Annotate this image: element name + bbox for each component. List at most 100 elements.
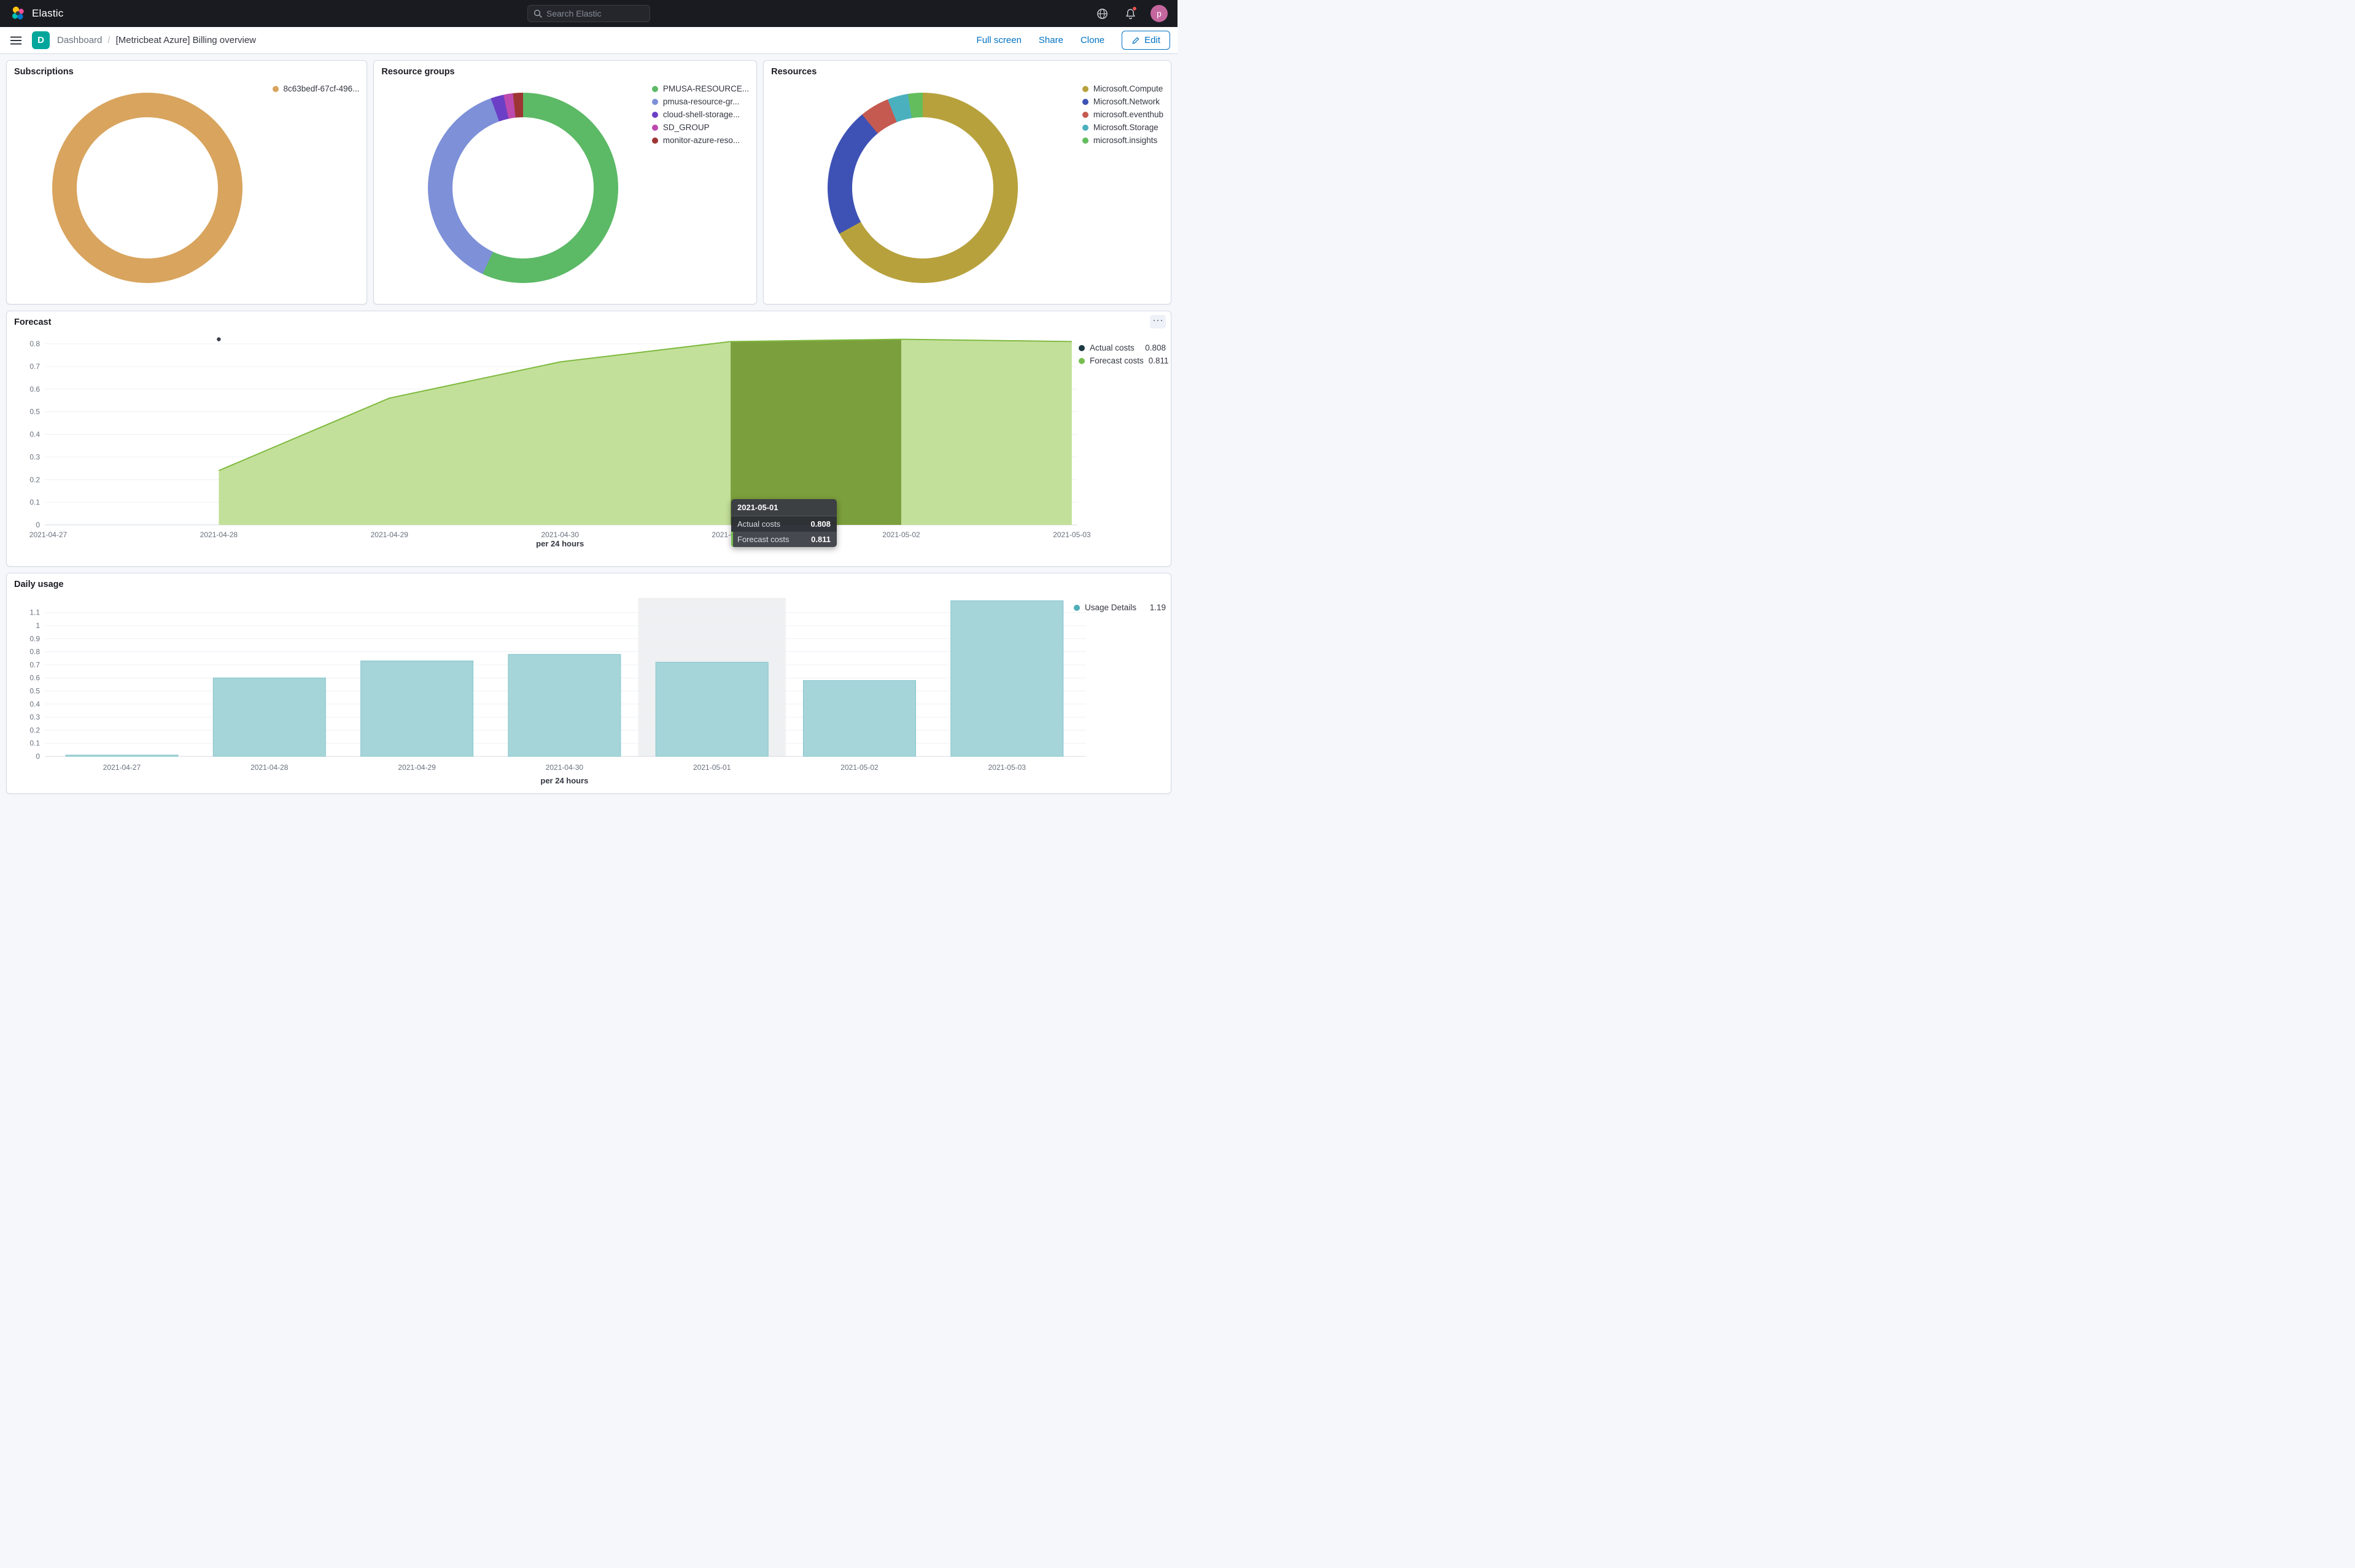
panel-resources: Resources Microsoft.Compute Microsoft.Net… [763, 60, 1171, 305]
donut [428, 93, 619, 283]
pencil-icon [1132, 37, 1139, 44]
elastic-logo-icon[interactable] [10, 6, 26, 21]
svg-text:0: 0 [36, 752, 40, 761]
legend-item[interactable]: Microsoft.Network [1082, 97, 1163, 106]
svg-text:0.9: 0.9 [29, 634, 40, 643]
breadcrumb-dashboard-link[interactable]: Dashboard [57, 35, 103, 45]
svg-text:2021-05-02: 2021-05-02 [882, 530, 920, 539]
search-input[interactable] [546, 9, 638, 18]
panel-forecast: Forecast ⋯ 0 0.1 0.2 0.3 0.4 0.5 0.6 0.7 0.8 2021… [6, 311, 1171, 567]
legend-item[interactable]: 8c63bedf-67cf-496... [272, 84, 360, 93]
svg-text:2021-04-29: 2021-04-29 [371, 530, 409, 539]
svg-text:1.1: 1.1 [29, 608, 40, 617]
svg-text:0.4: 0.4 [29, 430, 40, 439]
user-avatar[interactable]: p [1150, 5, 1168, 22]
tooltip-label: Forecast costs [737, 535, 790, 544]
svg-text:0.5: 0.5 [29, 408, 40, 416]
legend-label: Microsoft.Compute [1093, 84, 1163, 93]
donut [827, 93, 1018, 283]
svg-text:2021-04-29: 2021-04-29 [398, 763, 436, 772]
legend-item[interactable]: PMUSA-RESOURCE... [651, 84, 749, 93]
legend-value: 0.811 [1148, 356, 1169, 365]
brand-name: Elastic [32, 7, 64, 19]
svg-text:2021-04-30: 2021-04-30 [541, 530, 580, 539]
svg-text:2021-04-27: 2021-04-27 [29, 530, 68, 539]
legend-item[interactable]: Forecast costs 0.811 [1079, 356, 1169, 365]
panel-title: Forecast [14, 317, 52, 327]
app-header: Elastic p [0, 0, 1178, 27]
legend-item[interactable]: Usage Details 1.19 [1074, 603, 1166, 612]
svg-text:0.4: 0.4 [29, 700, 40, 708]
legend-swatch [1079, 357, 1085, 364]
resources-donut-chart[interactable] [827, 93, 1018, 283]
full-screen-link[interactable]: Full screen [976, 35, 1022, 45]
legend-label: pmusa-resource-gr... [662, 97, 740, 106]
panel-title: Subscriptions [14, 67, 74, 77]
panel-title: Resource groups [381, 67, 455, 77]
legend-swatch [1082, 85, 1088, 92]
edit-button-label: Edit [1144, 35, 1160, 45]
legend-item[interactable]: Actual costs 0.808 [1079, 343, 1166, 352]
panel-options-button[interactable]: ⋯ [1150, 315, 1166, 328]
legend-item[interactable]: pmusa-resource-gr... [651, 97, 749, 106]
legend-item[interactable]: monitor-azure-reso... [651, 136, 749, 145]
svg-text:0.1: 0.1 [29, 739, 40, 748]
share-link[interactable]: Share [1038, 35, 1063, 45]
svg-text:2021-05-03: 2021-05-03 [1053, 530, 1091, 539]
svg-text:0.6: 0.6 [29, 385, 40, 394]
svg-text:2021-05-02: 2021-05-02 [840, 763, 879, 772]
forecast-chart[interactable]: 0 0.1 0.2 0.3 0.4 0.5 0.6 0.7 0.8 2021-04-27 2021-… [13, 330, 1166, 548]
svg-text:0.7: 0.7 [29, 362, 40, 371]
resource-groups-donut-chart[interactable] [428, 93, 619, 283]
legend-swatch [1082, 124, 1088, 131]
svg-text:2021-05-03: 2021-05-03 [988, 763, 1026, 772]
svg-text:0.3: 0.3 [29, 452, 40, 461]
resource-groups-legend: PMUSA-RESOURCE... pmusa-resource-gr... clo… [651, 84, 749, 145]
svg-text:0.8: 0.8 [29, 340, 40, 348]
legend-swatch [1074, 604, 1080, 611]
svg-text:1: 1 [36, 621, 40, 630]
legend-label: SD_GROUP [662, 123, 710, 132]
legend-item[interactable]: microsoft.insights [1082, 136, 1163, 145]
chart-tooltip: 2021-05-01 Actual costs 0.808 Forecast cos… [731, 499, 837, 547]
svg-text:2021-04-30: 2021-04-30 [546, 763, 584, 772]
legend-item[interactable]: microsoft.eventhub [1082, 110, 1163, 119]
edit-button[interactable]: Edit [1122, 31, 1170, 50]
svg-text:0.7: 0.7 [29, 661, 40, 669]
legend-swatch [1082, 137, 1088, 144]
svg-text:per 24 hours: per 24 hours [536, 539, 584, 548]
panel-title: Daily usage [14, 580, 64, 589]
clone-link[interactable]: Clone [1080, 35, 1105, 45]
panel-subscriptions: Subscriptions 8c63bedf-67cf-496... [6, 60, 368, 305]
legend-label: cloud-shell-storage... [662, 110, 740, 119]
svg-text:per 24 hours: per 24 hours [540, 776, 588, 785]
globe-icon[interactable] [1094, 6, 1110, 21]
breadcrumb: Dashboard / [Metricbeat Azure] Billing o… [57, 35, 256, 45]
tooltip-date: 2021-05-01 [731, 499, 837, 516]
resources-legend: Microsoft.Compute Microsoft.Network micros… [1082, 84, 1163, 145]
legend-swatch [651, 85, 658, 92]
dashboard-toolbar: D Dashboard / [Metricbeat Azure] Billing… [0, 27, 1178, 54]
legend-item[interactable]: Microsoft.Storage [1082, 123, 1163, 132]
subscriptions-donut-chart[interactable] [52, 93, 242, 283]
tooltip-value: 0.808 [810, 519, 831, 529]
svg-text:0.1: 0.1 [29, 498, 40, 506]
legend-swatch [651, 137, 658, 144]
legend-label: 8c63bedf-67cf-496... [283, 84, 360, 93]
dashboard-content: Subscriptions 8c63bedf-67cf-496... Resou… [0, 54, 1178, 800]
svg-text:0.6: 0.6 [29, 673, 40, 682]
svg-text:2021-05-01: 2021-05-01 [693, 763, 731, 772]
daily-usage-chart[interactable]: 0 0.1 0.2 0.3 0.4 0.5 0.6 0.7 0.8 0.9 1 1.1 2021-04-… [13, 591, 1166, 793]
legend-swatch [651, 124, 658, 131]
notifications-bell-icon[interactable] [1122, 6, 1138, 21]
legend-item[interactable]: Microsoft.Compute [1082, 84, 1163, 93]
menu-hamburger-icon[interactable] [7, 32, 25, 49]
svg-text:0.2: 0.2 [29, 475, 40, 484]
legend-item[interactable]: SD_GROUP [651, 123, 749, 132]
legend-item[interactable]: cloud-shell-storage... [651, 110, 749, 119]
subscriptions-legend: 8c63bedf-67cf-496... [272, 84, 360, 93]
legend-swatch [1079, 344, 1085, 351]
svg-text:0.2: 0.2 [29, 726, 40, 734]
space-badge[interactable]: D [32, 31, 50, 49]
global-search[interactable] [527, 5, 650, 22]
